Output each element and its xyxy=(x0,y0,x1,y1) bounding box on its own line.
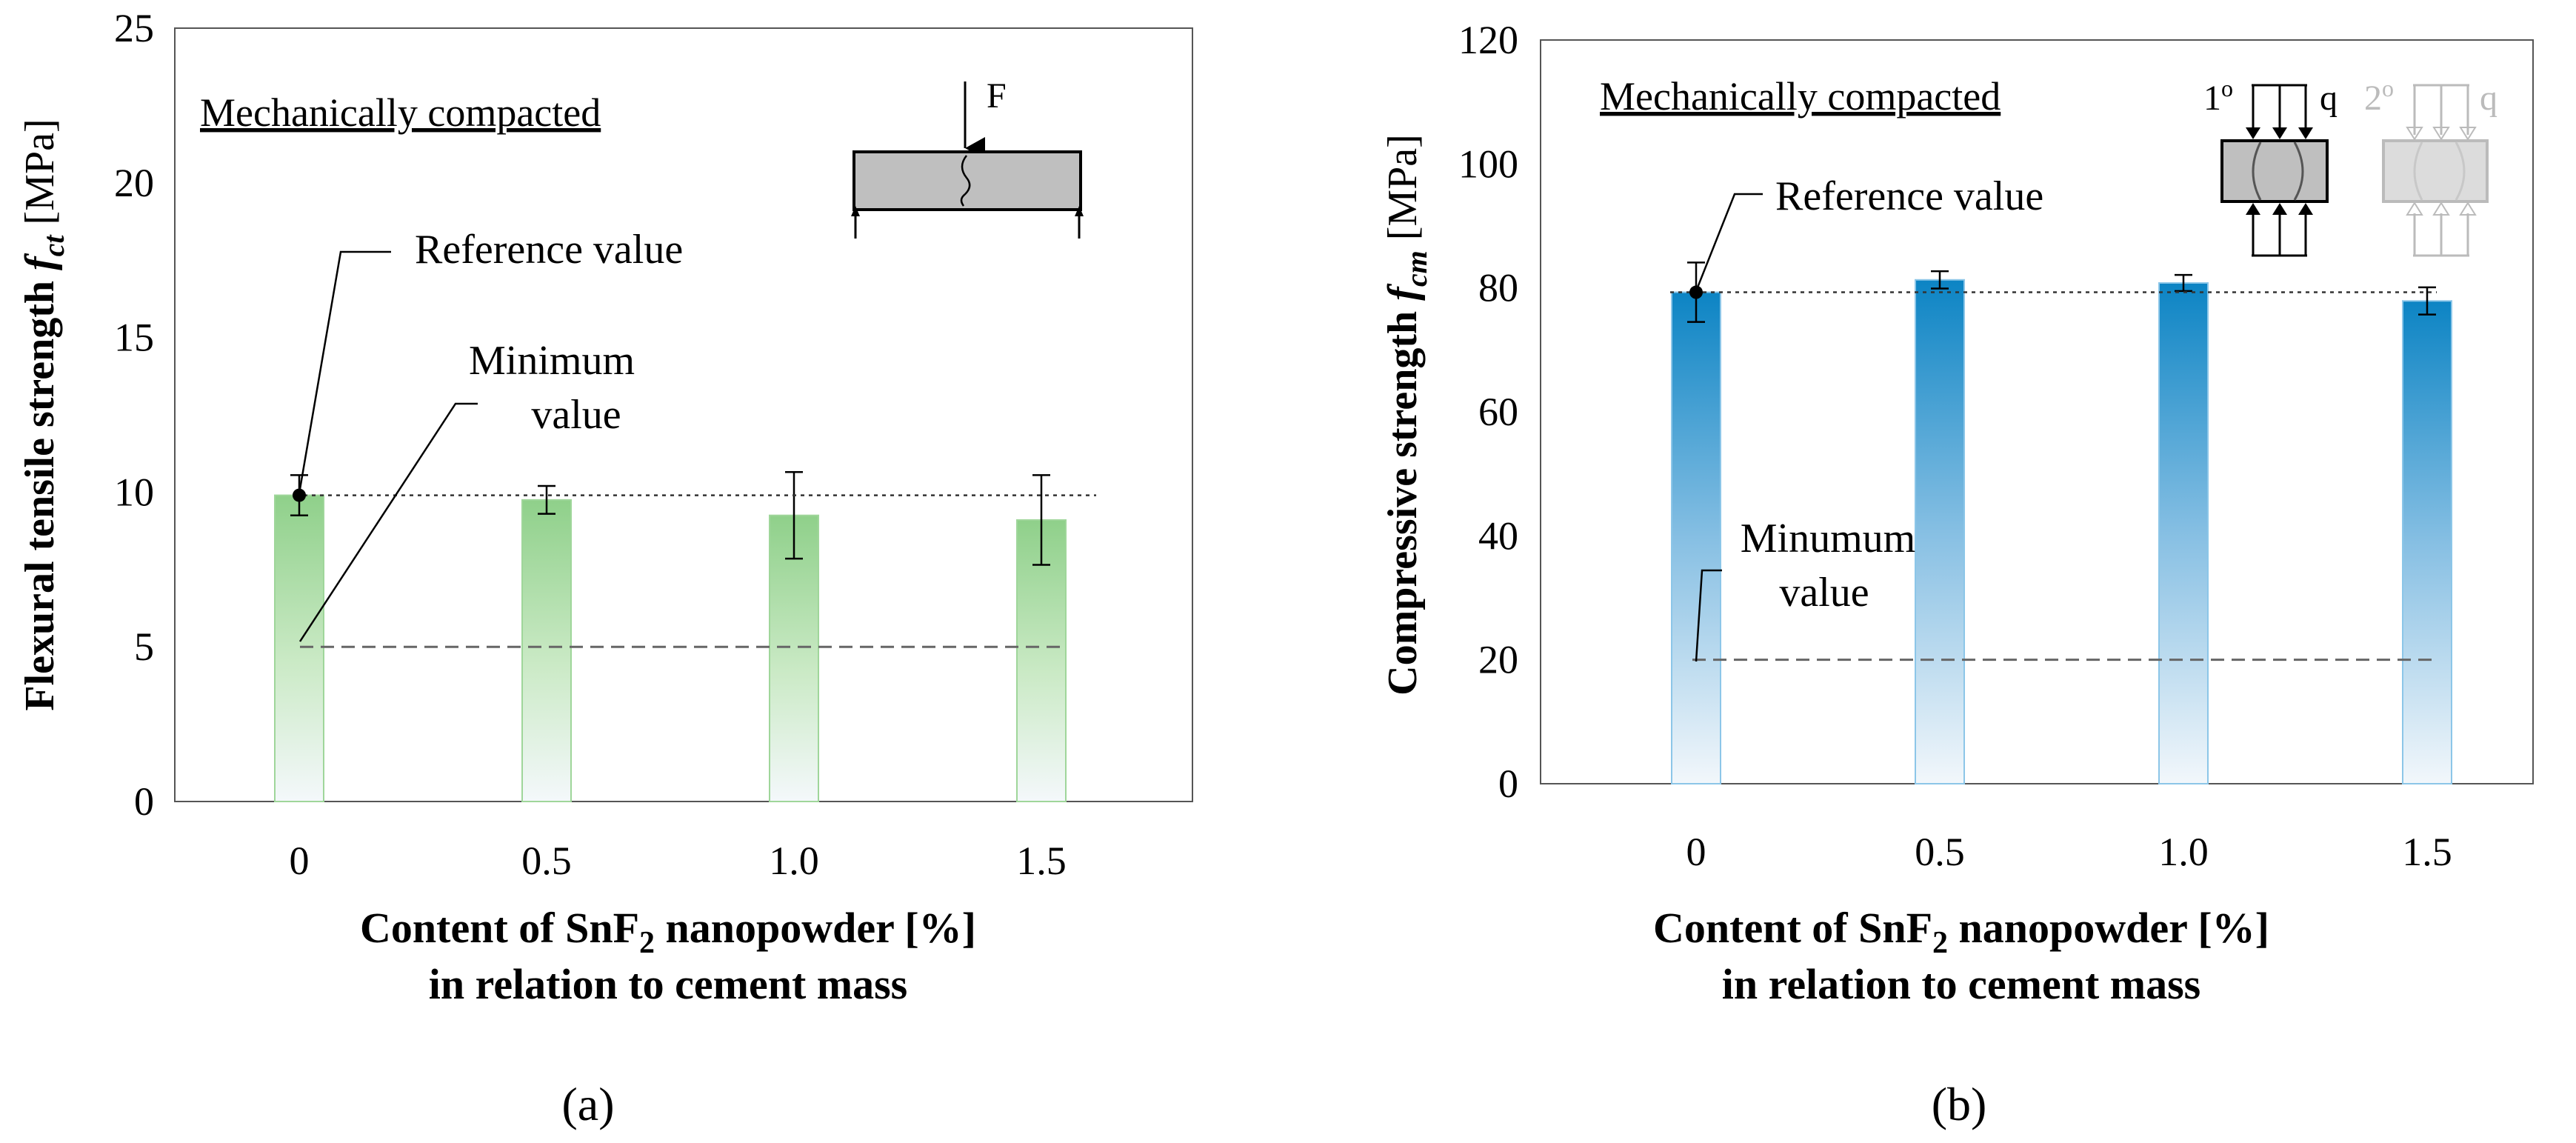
flexural-test-beam-icon: F xyxy=(851,76,1084,239)
panel-b-plot-area xyxy=(1540,39,2534,784)
panel-a-plot-area xyxy=(174,27,1193,802)
reference-leader-line xyxy=(1693,193,1763,296)
reference-value-label: Reference value xyxy=(415,227,683,273)
y-tick-label: 10 xyxy=(114,470,154,514)
panel-a: 0 5 10 15 20 25 0 0.5 1.0 1.5 Mechanically compac… xyxy=(17,6,1193,1130)
bar xyxy=(521,499,572,803)
bar xyxy=(1915,279,1965,785)
panel-b-xlabel-line1: Content of SnF2 nanopowder [%] xyxy=(1653,904,2269,960)
x-tick-label: 0.5 xyxy=(521,839,572,883)
panel-b-ylabel: Compressive strength fcm [MPa] xyxy=(1380,134,1433,696)
force-label: F xyxy=(987,76,1007,116)
bar xyxy=(1016,519,1067,802)
y-tick-label: 20 xyxy=(114,161,154,205)
y-tick-label: 80 xyxy=(1478,266,1518,310)
reference-value-label: Reference value xyxy=(1775,173,2043,219)
y-tick-label: 120 xyxy=(1458,18,1518,62)
minimum-value-label-2: value xyxy=(1779,570,1869,616)
bar xyxy=(2158,281,2209,784)
y-tick-label: 0 xyxy=(134,779,154,824)
y-tick-label: 0 xyxy=(1498,762,1518,806)
y-tick-label: 25 xyxy=(114,6,154,50)
x-tick-label: 1.0 xyxy=(769,839,819,883)
bar xyxy=(274,494,324,802)
x-tick-label: 1.5 xyxy=(2402,830,2452,874)
y-tick-label: 5 xyxy=(134,624,154,669)
panel-b-title: Mechanically compacted xyxy=(1600,74,2001,119)
panel-a-label: (a) xyxy=(561,1078,614,1130)
y-tick-label: 60 xyxy=(1478,390,1518,434)
svg-text:1o: 1o xyxy=(2203,75,2233,118)
minimum-value-label-1: Minumum xyxy=(1741,516,1915,561)
bar xyxy=(2402,300,2452,784)
svg-text:q: q xyxy=(2320,79,2338,118)
panel-a-xlabel-line1: Content of SnF2 nanopowder [%] xyxy=(360,904,976,960)
panel-b: 0 20 40 60 80 100 120 0 0.5 1.0 1.5 Mechanically c… xyxy=(1380,18,2534,1130)
minimum-value-label-1: Minimum xyxy=(469,338,635,384)
y-tick-label: 100 xyxy=(1458,141,1518,186)
panel-a-xlabel-line2: in relation to cement mass xyxy=(429,960,908,1008)
reference-value-marker xyxy=(293,488,306,502)
x-tick-label: 0 xyxy=(290,839,310,883)
minimum-leader-line xyxy=(298,402,478,642)
minimum-leader-line xyxy=(1695,569,1722,662)
y-tick-label: 15 xyxy=(114,316,154,360)
y-tick-label: 20 xyxy=(1478,638,1518,682)
panel-b-label: (b) xyxy=(1932,1078,1987,1130)
y-tick-label: 40 xyxy=(1478,513,1518,558)
x-tick-label: 1.5 xyxy=(1016,839,1067,883)
x-tick-label: 0 xyxy=(1686,830,1706,874)
panel-a-title: Mechanically compacted xyxy=(200,90,601,135)
panel-b-xlabel-line2: in relation to cement mass xyxy=(1722,960,2201,1008)
x-tick-label: 1.0 xyxy=(2158,830,2209,874)
compression-test-secondary-icon: 2o q xyxy=(2364,75,2497,257)
svg-text:2o: 2o xyxy=(2364,75,2394,118)
x-tick-label: 0.5 xyxy=(1915,830,1965,874)
svg-text:q: q xyxy=(2480,79,2497,118)
reference-leader-line xyxy=(298,250,391,494)
compression-test-primary-icon: 1o q xyxy=(2203,75,2338,257)
panel-a-ylabel: Flexural tensile strength fct [MPa] xyxy=(17,119,70,710)
bar xyxy=(1671,291,1721,785)
minimum-value-label-2: value xyxy=(531,392,621,438)
